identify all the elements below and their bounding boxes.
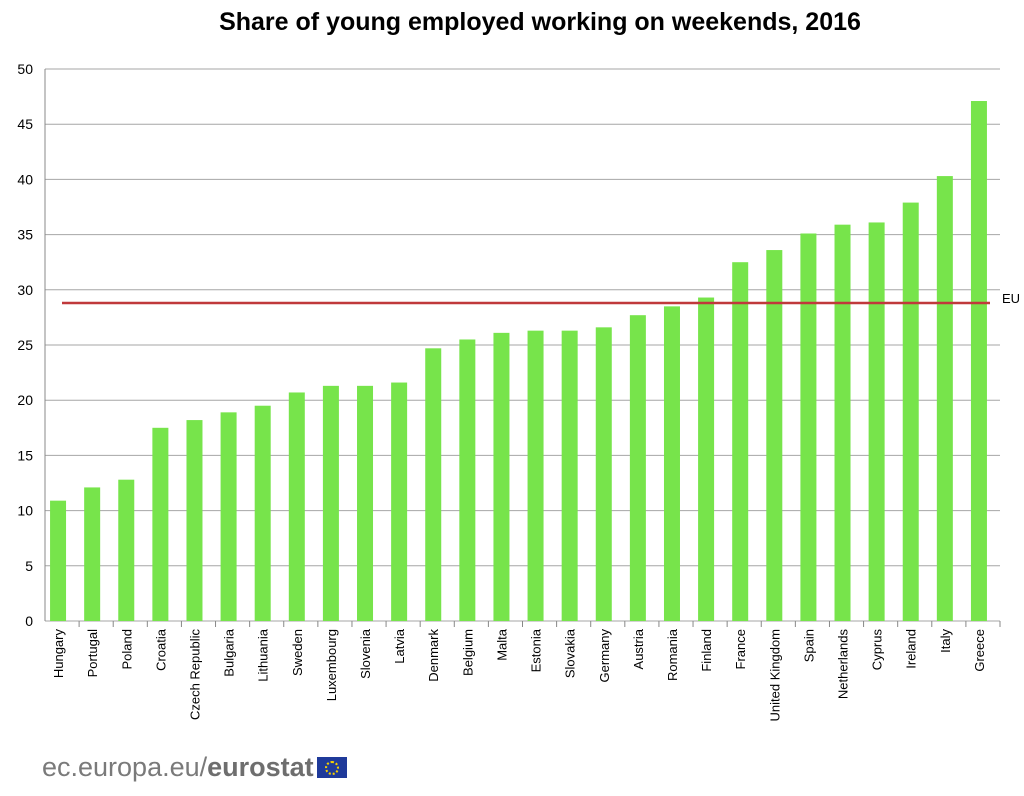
y-tick-label: 30 bbox=[17, 282, 33, 298]
x-tick-label: Slovenia bbox=[358, 628, 373, 679]
bar-slovakia bbox=[561, 330, 578, 621]
bar-france bbox=[732, 262, 749, 621]
x-tick-label: Romania bbox=[665, 628, 680, 681]
y-tick-label: 45 bbox=[17, 116, 33, 132]
x-tick-label: France bbox=[733, 629, 748, 669]
x-tick-label: Luxembourg bbox=[324, 629, 339, 701]
eurostat-logo: ec.europa.eu/eurostat bbox=[42, 752, 347, 783]
y-tick-label: 15 bbox=[17, 447, 33, 463]
x-tick-label: Malta bbox=[494, 628, 509, 661]
x-tick-label: Greece bbox=[972, 629, 987, 672]
bar-croatia bbox=[152, 427, 169, 621]
chart-title: Share of young employed working on weeke… bbox=[219, 8, 861, 36]
x-tick-label: Germany bbox=[597, 629, 612, 683]
eu-flag-icon bbox=[316, 757, 347, 778]
footer-brand: eurostat bbox=[207, 752, 314, 782]
x-tick-label: United Kingdom bbox=[767, 629, 782, 722]
x-tick-label: Poland bbox=[119, 629, 134, 669]
x-tick-label: Bulgaria bbox=[222, 628, 237, 676]
bar-czech-republic bbox=[186, 420, 203, 621]
bar-italy bbox=[936, 176, 953, 621]
x-tick-label: Belgium bbox=[460, 629, 475, 676]
bar-spain bbox=[800, 233, 817, 621]
x-tick-label: Sweden bbox=[290, 629, 305, 676]
y-tick-label: 40 bbox=[17, 171, 33, 187]
x-tick-label: Finland bbox=[699, 629, 714, 672]
x-tick-label: Slovakia bbox=[563, 628, 578, 678]
y-tick-label: 35 bbox=[17, 227, 33, 243]
bar-belgium bbox=[459, 339, 476, 621]
y-tick-label: 20 bbox=[17, 392, 33, 408]
bar-greece bbox=[970, 101, 987, 622]
bar-united-kingdom bbox=[766, 250, 783, 621]
bar-sweden bbox=[288, 392, 305, 621]
y-tick-label: 5 bbox=[25, 558, 33, 574]
bar-latvia bbox=[391, 382, 408, 621]
bar-hungary bbox=[50, 500, 67, 621]
eu-line-label: EU bbox=[1002, 291, 1020, 306]
x-tick-label: Czech Republic bbox=[187, 629, 202, 721]
bar-malta bbox=[493, 332, 510, 621]
x-tick-label: Hungary bbox=[51, 629, 66, 679]
x-tick-label: Lithuania bbox=[256, 628, 271, 682]
x-tick-label: Austria bbox=[631, 628, 646, 669]
bar-poland bbox=[118, 479, 135, 621]
bar-portugal bbox=[84, 487, 101, 621]
x-tick-label: Denmark bbox=[426, 629, 441, 682]
bar-estonia bbox=[527, 330, 544, 621]
y-tick-label: 25 bbox=[17, 337, 33, 353]
bar-germany bbox=[595, 327, 612, 621]
bar-romania bbox=[663, 306, 680, 621]
x-tick-label: Estonia bbox=[529, 628, 544, 672]
bar-netherlands bbox=[834, 224, 851, 621]
bar-ireland bbox=[902, 202, 919, 622]
y-tick-label: 0 bbox=[25, 613, 33, 629]
y-tick-label: 50 bbox=[17, 61, 33, 77]
footer-site: ec.europa.eu/ bbox=[42, 752, 208, 782]
x-tick-label: Ireland bbox=[904, 629, 919, 669]
x-tick-label: Cyprus bbox=[870, 629, 885, 671]
bar-denmark bbox=[425, 348, 442, 621]
bar-luxembourg bbox=[322, 385, 339, 621]
x-tick-label: Netherlands bbox=[836, 629, 851, 700]
bar-finland bbox=[698, 297, 715, 621]
x-tick-label: Portugal bbox=[85, 629, 100, 678]
x-tick-label: Spain bbox=[801, 629, 816, 662]
x-tick-label: Croatia bbox=[153, 628, 168, 671]
bar-cyprus bbox=[868, 222, 885, 621]
bar-austria bbox=[629, 315, 646, 621]
x-tick-label: Latvia bbox=[392, 628, 407, 663]
y-tick-label: 10 bbox=[17, 503, 33, 519]
bar-bulgaria bbox=[220, 412, 237, 621]
bar-slovenia bbox=[357, 385, 374, 621]
bar-lithuania bbox=[254, 405, 271, 621]
x-tick-label: Italy bbox=[938, 629, 953, 653]
